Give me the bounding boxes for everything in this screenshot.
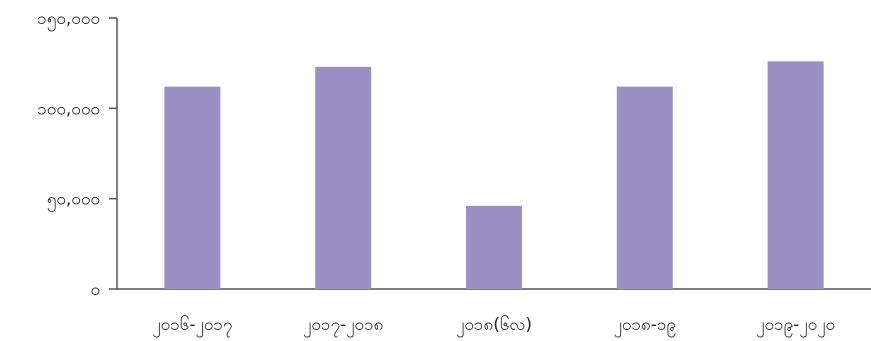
bars-group bbox=[164, 61, 824, 289]
x-tick-label: ၂၀၁၆-၂၀၁၇ bbox=[152, 314, 232, 338]
x-tick-label: ၂၀၁၇-၂၀၁၈ bbox=[303, 315, 383, 338]
y-tick-label: ၅၀,၀၀၀ bbox=[47, 190, 100, 213]
y-tick-label: ၀ bbox=[90, 280, 100, 300]
y-tick-label: ၁၅၀,၀၀၀ bbox=[37, 9, 100, 32]
x-tick-label: ၂၀၁၈-၁၉ bbox=[614, 315, 676, 338]
y-tick-label: ၁၀၀,၀၀၀ bbox=[37, 99, 100, 119]
bar bbox=[315, 66, 372, 289]
x-tick-label: ၂၀၁၉-၂၀၂၀ bbox=[756, 315, 835, 338]
bar bbox=[616, 86, 673, 289]
bar bbox=[164, 86, 221, 289]
bar bbox=[466, 205, 522, 289]
bar bbox=[767, 61, 824, 289]
x-axis-ticks: ၂၀၁၆-၂၀၁၇ ၂၀၁၇-၂၀၁၈ ၂၀၁၈(၆လ) ၂၀၁၈-၁၉ ၂၀၁၉-၂၀… bbox=[152, 314, 835, 338]
x-tick-label: ၂၀၁၈(၆လ) bbox=[456, 314, 532, 338]
y-axis-ticks: ၀ ၅၀,၀၀၀ ၁၀၀,၀၀၀ ၁၅၀,၀၀၀ bbox=[37, 9, 117, 300]
